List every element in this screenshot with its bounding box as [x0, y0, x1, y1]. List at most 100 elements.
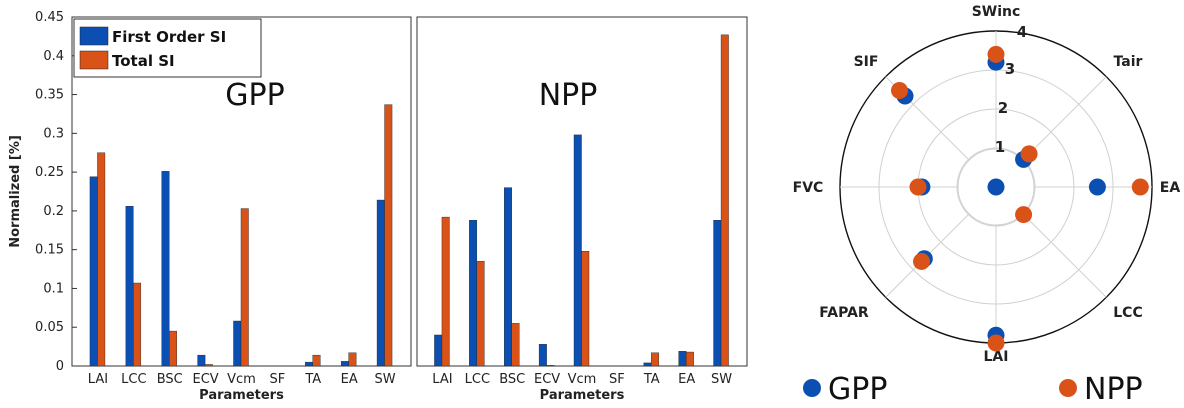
bar-first-order	[125, 206, 134, 367]
bar-total	[204, 364, 213, 367]
bar-first-order	[197, 354, 206, 367]
bar-total	[384, 104, 393, 367]
bar-total	[651, 352, 659, 367]
legend-label: First Order SI	[112, 28, 226, 46]
polar-point-npp	[987, 334, 1005, 352]
y-tick-label: 0.2	[43, 204, 64, 219]
y-tick-label: 0.15	[35, 243, 64, 258]
bar-chart-npp: LAI LCC BSC ECV Vcm SF TA EA SW Parameters NPP	[416, 16, 748, 403]
bar-total	[169, 330, 177, 367]
y-tick-label: 0.1	[43, 281, 64, 296]
polar-point-npp	[890, 81, 908, 99]
legend-swatch-total	[79, 50, 109, 70]
legend-label-gpp: GPP	[828, 372, 887, 407]
y-tick-label: 0.4	[43, 49, 64, 64]
polar-axis-label: LAI	[984, 349, 1009, 365]
x-tick-label: ECV	[193, 372, 219, 387]
legend-marker-gpp	[803, 379, 821, 397]
x-axis-label: Parameters	[540, 388, 625, 403]
polar-axis-label: LCC	[1113, 305, 1142, 321]
polar-axis-label: Tair	[1114, 54, 1143, 70]
bar-first-order	[434, 334, 443, 367]
polar-point-gpp	[1088, 178, 1106, 196]
bar-first-order	[340, 361, 349, 367]
polar-axis-label: SIF	[854, 54, 879, 70]
bar-total	[133, 282, 142, 367]
bar-total	[441, 216, 450, 367]
x-tick-label: LCC	[121, 372, 146, 387]
polar-point-npp	[1020, 145, 1038, 163]
bar-first-order	[161, 171, 170, 367]
polar-spoke	[1022, 213, 1107, 298]
bar-first-order	[713, 219, 722, 367]
bar-first-order	[678, 351, 687, 367]
bar-total	[312, 354, 321, 367]
y-tick-label: 0.3	[43, 126, 64, 141]
bar-total	[97, 152, 106, 367]
polar-point-npp	[909, 178, 927, 196]
bar-first-order	[89, 176, 98, 367]
bar-first-order	[643, 362, 652, 367]
polar-point-npp	[987, 45, 1005, 63]
x-tick-label: BSC	[157, 372, 183, 387]
bar-first-order	[538, 344, 547, 367]
bar-total	[581, 251, 590, 367]
x-tick-label: LCC	[465, 372, 490, 387]
x-tick-label: Vcm	[227, 372, 256, 387]
polar-r-tick-label: 1	[995, 138, 1005, 156]
legend-label: Total SI	[112, 52, 175, 70]
y-axis-label: Normalized [%]	[8, 135, 23, 248]
legend-label-npp: NPP	[1084, 372, 1143, 407]
legend: First Order SI Total SI	[73, 18, 262, 78]
x-tick-label: TA	[643, 372, 660, 387]
x-tick-label: EA	[678, 372, 695, 387]
x-tick-label: Vcm	[568, 372, 597, 387]
x-tick-label: SF	[270, 372, 286, 387]
polar-point-npp	[1015, 206, 1033, 224]
polar-r-tick-label: 2	[998, 99, 1008, 117]
x-tick-label: LAI	[88, 372, 108, 387]
bar-chart-gpp: 0 0.05 0.1 0.15 0.2 0.25 0.3 0.35 0.4 0.45 LAI LCC B…	[8, 10, 412, 403]
bar-first-order	[504, 187, 512, 367]
polar-chart: SWincTairEALCCLAIFAPARFVCSIF01234	[793, 4, 1181, 365]
polar-spoke	[1022, 76, 1107, 161]
x-tick-label: TA	[304, 372, 321, 387]
x-tick-label: SW	[711, 372, 732, 387]
polar-legend: GPP NPP	[803, 372, 1143, 407]
y-tick-label: 0.05	[35, 320, 64, 335]
bar-first-order	[376, 199, 385, 367]
polar-axis-label: EA	[1160, 180, 1181, 196]
inset-label: NPP	[539, 78, 598, 113]
inset-label: GPP	[225, 78, 284, 113]
bar-first-order	[305, 361, 313, 367]
x-tick-label: ECV	[534, 372, 560, 387]
polar-r-tick-label: 3	[1005, 60, 1015, 78]
polar-axis-label: FVC	[793, 180, 824, 196]
polar-point-npp	[913, 252, 931, 270]
bar-total	[348, 352, 357, 367]
polar-axis-label: SWinc	[972, 4, 1021, 20]
y-tick-label: 0.25	[35, 165, 64, 180]
bar-first-order	[233, 320, 242, 367]
bar-total	[511, 323, 520, 367]
x-tick-label: EA	[341, 372, 358, 387]
polar-axis-label: FAPAR	[819, 305, 869, 321]
polar-r-tick-label: 4	[1017, 23, 1027, 41]
x-axis-label: Parameters	[199, 388, 284, 403]
bar-total	[685, 351, 694, 367]
bar-total	[240, 208, 249, 367]
bar-total	[476, 261, 485, 367]
x-tick-label: BSC	[499, 372, 525, 387]
y-tick-label: 0	[56, 359, 64, 374]
bar-total	[720, 34, 729, 367]
legend-marker-npp	[1059, 379, 1077, 397]
legend-swatch-first-order	[79, 26, 109, 46]
y-tick-label: 0.35	[35, 88, 64, 103]
bar-first-order	[469, 219, 478, 367]
bar-total	[546, 365, 555, 367]
x-tick-label: SF	[609, 372, 625, 387]
bar-first-order	[573, 134, 582, 367]
polar-point-gpp	[987, 178, 1005, 196]
x-tick-label: SW	[375, 372, 396, 387]
